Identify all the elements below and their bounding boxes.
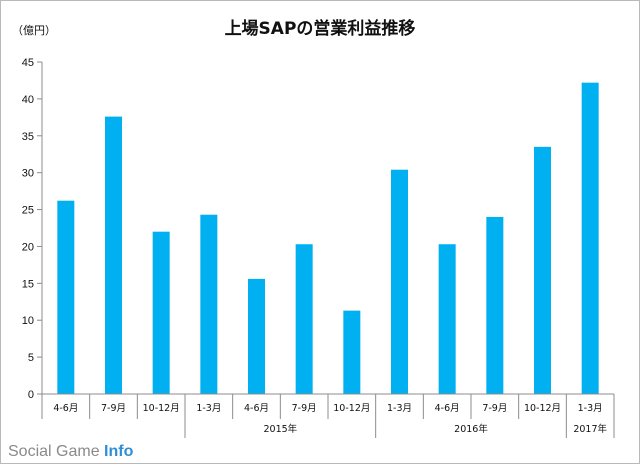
y-tick-label: 25 [22,205,34,217]
category-label: 4-6月 [53,403,78,414]
y-tick-label: 40 [22,94,34,106]
watermark-prefix: Social Game [8,443,104,460]
y-tick-label: 20 [22,241,34,253]
category-label: 10-12月 [524,403,561,414]
bar [105,116,122,395]
y-tick-label: 15 [22,278,34,290]
category-label: 1-3月 [578,403,603,414]
y-tick-label: 10 [22,315,34,327]
axes [41,62,615,438]
year-label: 2016年 [454,423,488,435]
y-tick-label: 45 [22,57,34,69]
category-label: 7-9月 [482,403,507,414]
watermark: Social Game Info [8,443,134,460]
category-label: 4-6月 [435,403,460,414]
year-label: 2015年 [263,423,297,435]
category-label: 4-6月 [244,403,269,414]
bar [248,278,265,394]
y-tick-label: 5 [28,352,34,364]
y-tick-label: 35 [22,131,34,143]
y-tick-labels: 0 5 10 15 20 25 30 35 40 45 [22,57,42,401]
watermark-suffix: Info [104,443,134,460]
bar [152,231,170,394]
category-labels: 4-6月 7-9月 10-12月 1-3月 4-6月 7-9月 10-12月 1-3月 4-6月… [53,403,602,414]
y-tick-label: 0 [28,389,34,401]
year-group-labels: 2015年 2016年 2017年 [263,423,607,435]
bar [343,310,361,394]
year-label: 2017年 [573,423,607,435]
bar [581,82,599,394]
category-label: 10-12月 [333,403,370,414]
bar [57,200,75,394]
category-label: 1-3月 [387,403,412,414]
y-tick-label: 30 [22,168,34,180]
bar [391,169,408,394]
category-label: 10-12月 [143,403,180,414]
bars [57,82,599,395]
chart-title: 上場SAPの営業利益推移 [225,18,416,39]
bar [295,244,313,394]
bar [534,146,551,394]
bar [200,214,218,394]
category-label: 7-9月 [101,403,126,414]
bar [486,216,504,394]
category-label: 1-3月 [196,403,221,414]
bar [438,244,456,394]
y-unit-label: （億円） [12,24,56,37]
category-label: 7-9月 [292,403,317,414]
